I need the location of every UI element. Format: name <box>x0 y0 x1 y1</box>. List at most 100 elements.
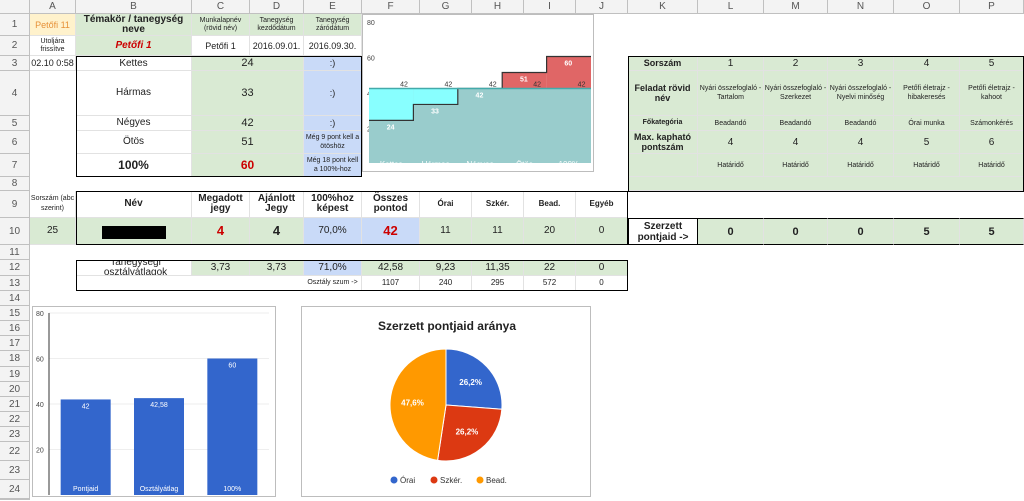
student-header-osszes[interactable]: Összes pontod <box>362 191 420 218</box>
grade-status-2[interactable]: :) <box>304 71 362 116</box>
task-3-max[interactable]: 4 <box>828 131 894 154</box>
pie-slice-3[interactable] <box>389 348 447 461</box>
task-header-deadline[interactable] <box>628 154 698 177</box>
student-name-cell[interactable] <box>76 218 192 245</box>
student-header-sorszam[interactable]: Sorszám (abc szerint) <box>30 191 76 218</box>
row-header-12[interactable]: 12 <box>0 260 30 276</box>
row-header-19[interactable]: 19 <box>0 367 30 382</box>
sheetname-header-cell[interactable]: Munkalapnév (rövid név) <box>192 14 250 36</box>
student-header-bead[interactable]: Bead. <box>524 191 576 218</box>
task-5-earned[interactable]: 5 <box>960 218 1024 245</box>
average-osszes[interactable]: 42,58 <box>362 260 420 276</box>
topic-name-cell[interactable]: Petőfi 1 <box>76 36 192 56</box>
row-header-13[interactable]: 13 <box>0 276 30 291</box>
student-header-szazalek[interactable]: 100%hoz képest <box>304 191 362 218</box>
startdate-header-cell[interactable]: Tanegység kezdődátum <box>250 14 304 36</box>
grade-points-1[interactable]: 24 <box>192 56 304 71</box>
startdate-cell[interactable]: 2016.09.01. <box>250 36 304 56</box>
class-sum-osszes[interactable]: 1107 <box>362 276 420 291</box>
row-header-2[interactable]: 2 <box>0 36 30 56</box>
task-4-num[interactable]: 4 <box>894 56 960 71</box>
column-header-k[interactable]: K <box>628 0 698 14</box>
task-3-name[interactable]: Nyári összefoglaló - Nyelvi minőség <box>828 71 894 116</box>
row-header-6[interactable]: 6 <box>0 131 30 154</box>
task-3-deadline[interactable]: Határidő <box>828 154 894 177</box>
column-header-h[interactable]: H <box>472 0 524 14</box>
grade-name-4[interactable]: Ötös <box>76 131 192 154</box>
column-header-b[interactable]: B <box>76 0 192 14</box>
sheet-name-cell[interactable]: Petőfi 11 <box>30 14 76 36</box>
average-szazalek[interactable]: 71,0% <box>304 260 362 276</box>
task-header-fokategoria[interactable]: Főkategória <box>628 116 698 131</box>
task-5-max[interactable]: 6 <box>960 131 1024 154</box>
topic-header-cell[interactable]: Témakör / tanegység neve <box>76 14 192 36</box>
row-header-1[interactable]: 1 <box>0 14 30 36</box>
column-header-f[interactable]: F <box>362 0 420 14</box>
grade-points-4[interactable]: 51 <box>192 131 304 154</box>
row-header-20[interactable]: 20 <box>0 382 30 397</box>
student-header-nev[interactable]: Név <box>76 191 192 218</box>
row-header-9[interactable]: 9 <box>0 191 30 218</box>
column-header-i[interactable]: I <box>524 0 576 14</box>
task-5-cat[interactable]: Számonkérés <box>960 116 1024 131</box>
student-value-ajanlott[interactable]: 4 <box>250 218 304 245</box>
student-value-megadott[interactable]: 4 <box>192 218 250 245</box>
student-value-szker[interactable]: 11 <box>472 218 524 245</box>
enddate-cell[interactable]: 2016.09.30. <box>304 36 362 56</box>
task-1-earned[interactable]: 0 <box>698 218 764 245</box>
task-1-cat[interactable]: Beadandó <box>698 116 764 131</box>
class-sum-orai[interactable]: 240 <box>420 276 472 291</box>
grade-points-3[interactable]: 42 <box>192 116 304 131</box>
grade-name-3[interactable]: Négyes <box>76 116 192 131</box>
student-value-osszes[interactable]: 42 <box>362 218 420 245</box>
student-header-megadott[interactable]: Megadott jegy <box>192 191 250 218</box>
average-ajanlott[interactable]: 3,73 <box>250 260 304 276</box>
grade-name-2[interactable]: Hármas <box>76 71 192 116</box>
task-4-max[interactable]: 5 <box>894 131 960 154</box>
grade-status-3[interactable]: :) <box>304 116 362 131</box>
pie-slice-2[interactable] <box>437 404 503 462</box>
column-header-a[interactable]: A <box>30 0 76 14</box>
average-megadott[interactable]: 3,73 <box>192 260 250 276</box>
task-1-deadline[interactable]: Határidő <box>698 154 764 177</box>
average-orai[interactable]: 9,23 <box>420 260 472 276</box>
average-egyeb[interactable]: 0 <box>576 260 628 276</box>
threshold-step-chart[interactable]: 8060402024334251604242424242KettesHármas… <box>362 14 594 172</box>
student-header-szker[interactable]: Szkér. <box>472 191 524 218</box>
row-header-16[interactable]: 16 <box>0 321 30 336</box>
column-header-e[interactable]: E <box>304 0 362 14</box>
bar-3[interactable] <box>207 358 258 496</box>
task-1-name[interactable]: Nyári összefoglaló - Tartalom <box>698 71 764 116</box>
task-1-num[interactable]: 1 <box>698 56 764 71</box>
bar-2[interactable] <box>134 398 184 495</box>
student-value-sorszam[interactable]: 25 <box>30 218 76 245</box>
task-2-name[interactable]: Nyári összefoglaló - Szerkezet <box>764 71 828 116</box>
row-header-4[interactable]: 4 <box>0 71 30 116</box>
last-updated-value[interactable]: 02.10 0:58 <box>30 56 76 71</box>
task-1-max[interactable]: 4 <box>698 131 764 154</box>
class-sum-bead[interactable]: 572 <box>524 276 576 291</box>
grade-status-1[interactable]: :) <box>304 56 362 71</box>
student-value-bead[interactable]: 20 <box>524 218 576 245</box>
class-sum-egyeb[interactable]: 0 <box>576 276 628 291</box>
row-header-5[interactable]: 5 <box>0 116 30 131</box>
row-header-23[interactable]: 23 <box>0 461 30 480</box>
task-header-max[interactable]: Max. kapható pontszám <box>628 131 698 154</box>
task-4-deadline[interactable]: Határidő <box>894 154 960 177</box>
row-header-24[interactable]: 24 <box>0 480 30 499</box>
row-header-23[interactable]: 23 <box>0 427 30 442</box>
row-header-14[interactable]: 14 <box>0 291 30 306</box>
row-header-10[interactable]: 10 <box>0 218 30 245</box>
row-header-3[interactable]: 3 <box>0 56 30 71</box>
task-2-num[interactable]: 2 <box>764 56 828 71</box>
last-updated-label[interactable]: Utoljára frissítve <box>30 36 76 56</box>
row-header-11[interactable]: 11 <box>0 245 30 260</box>
comparison-bar-chart[interactable]: 80 60 40 20 42 Pontjaid 42,58 Osztályátlag 60 100… <box>32 306 276 497</box>
task-5-num[interactable]: 5 <box>960 56 1024 71</box>
task-5-name[interactable]: Petőfi életrajz - kahoot <box>960 71 1024 116</box>
task-4-name[interactable]: Petőfi életrajz - hibakeresés <box>894 71 960 116</box>
row-header-7[interactable]: 7 <box>0 154 30 177</box>
earned-points-header[interactable]: Szerzett pontjaid -> <box>628 218 698 245</box>
column-header-g[interactable]: G <box>420 0 472 14</box>
corner-cell[interactable] <box>0 0 30 14</box>
